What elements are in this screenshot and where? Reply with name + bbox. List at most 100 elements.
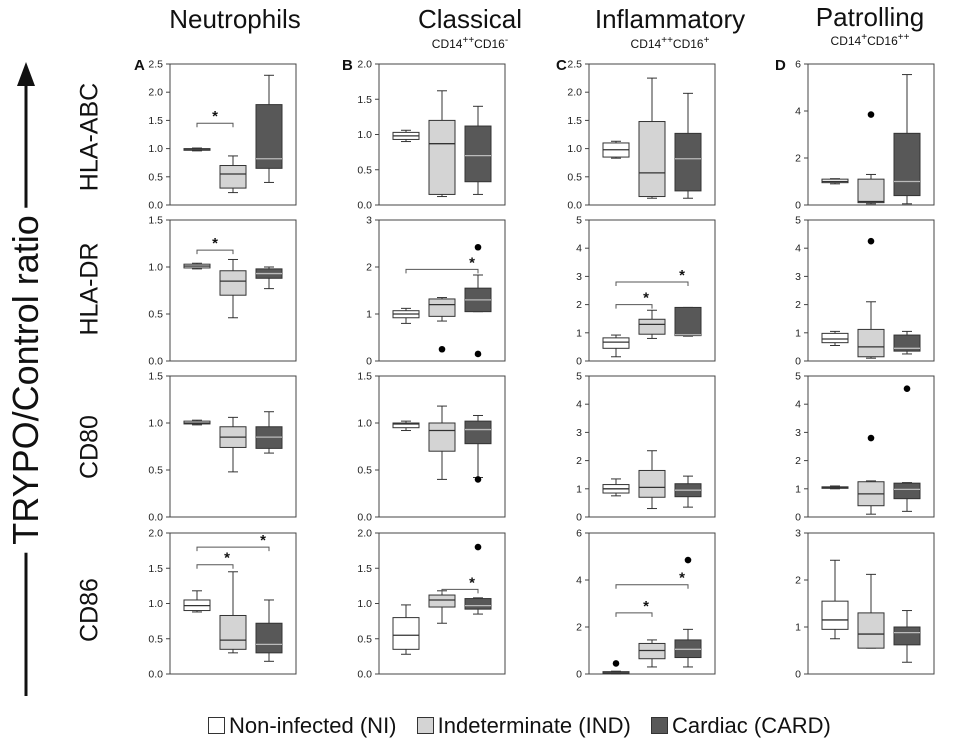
y-tick-label: 0.5: [357, 633, 372, 645]
y-tick-label: 0: [576, 356, 582, 368]
box-ind: [857, 612, 885, 649]
box-card: [255, 104, 283, 169]
box-ind: [219, 270, 247, 296]
y-tick-label: 3: [795, 528, 801, 540]
legend-item-ni: Non-infected (NI): [208, 713, 397, 739]
y-tick-label: 0.0: [148, 200, 163, 212]
box-ni: [392, 617, 420, 650]
y-tick-label: 2: [576, 299, 582, 311]
y-tick-label: 1.0: [357, 129, 372, 141]
significance-star: *: [643, 290, 649, 307]
box-card: [464, 420, 492, 445]
outlier-point: [903, 385, 911, 392]
significance-star: *: [679, 570, 685, 587]
significance-bracket: [196, 564, 234, 569]
y-tick-label: 2.0: [357, 59, 372, 71]
outlier-point: [867, 434, 875, 442]
outlier-point: [474, 350, 482, 358]
box-ni: [602, 337, 630, 349]
box-card: [674, 132, 702, 192]
y-tick-label: 6: [576, 528, 582, 540]
significance-bracket: [196, 122, 234, 128]
y-tick-label: 1.5: [567, 115, 582, 127]
box-ni: [392, 422, 420, 429]
y-tick-label: 0.0: [357, 669, 372, 681]
legend-swatch-ni: [208, 717, 225, 734]
y-tick-label: 1.5: [148, 563, 163, 575]
box-ind: [428, 298, 456, 317]
box-ind: [428, 119, 456, 195]
box-ind: [428, 422, 456, 452]
y-tick-label: 5: [576, 371, 582, 383]
box-card: [464, 598, 492, 610]
y-tick-label: 0.0: [148, 512, 163, 524]
y-tick-label: 3: [366, 215, 372, 227]
box-ni: [821, 332, 849, 344]
box-card: [674, 306, 702, 337]
y-tick-label: 1.0: [567, 143, 582, 155]
significance-bracket: [196, 249, 234, 255]
y-tick-label: 0.5: [148, 309, 163, 321]
significance-star: *: [212, 235, 218, 252]
y-tick-label: 3: [576, 271, 582, 283]
significance-star: *: [469, 254, 475, 271]
significance-bracket: [615, 304, 653, 309]
box-ind: [857, 328, 885, 358]
panel-letter-b: B: [342, 57, 353, 74]
y-tick-label: 2.5: [148, 59, 163, 71]
panel-letter-c: C: [556, 57, 567, 74]
y-tick-label: 1.0: [148, 598, 163, 610]
significance-star: *: [212, 108, 218, 125]
y-axis-label: TRYPO/Control ratio: [5, 60, 47, 700]
column-title-neutrophils: Neutrophils: [169, 4, 301, 34]
box-card: [893, 334, 921, 352]
outlier-point: [474, 243, 482, 251]
significance-star: *: [224, 550, 230, 567]
subtitle-marker: CD16: [474, 37, 505, 51]
y-tick-label: 4: [795, 243, 801, 255]
y-tick-label: 0: [576, 669, 582, 681]
box-card: [893, 626, 921, 646]
significance-bracket: [615, 281, 689, 287]
y-tick-label: 5: [576, 215, 582, 227]
y-tick-label: 0.0: [148, 356, 163, 368]
outlier-point: [867, 111, 875, 118]
y-tick-label: 2: [795, 575, 801, 587]
y-tick-label: 1.5: [148, 215, 163, 227]
y-tick-label: 1.5: [148, 115, 163, 127]
subtitle-marker: CD14: [630, 37, 662, 51]
y-tick-label: 0.5: [567, 171, 582, 183]
y-tick-label: 0: [366, 356, 372, 368]
column-subtitle-inflammatory: CD14++CD16+: [575, 35, 765, 51]
column-subtitle-patrolling: CD14+CD16++: [790, 33, 950, 48]
y-tick-label: 3: [576, 427, 582, 439]
y-tick-label: 0: [795, 356, 801, 368]
y-tick-label: 0: [795, 512, 801, 524]
y-tick-label: 2.5: [567, 59, 582, 71]
legend-swatch-ind: [416, 717, 434, 734]
y-tick-label: 1.0: [357, 598, 372, 610]
y-tick-label: 1: [795, 327, 801, 339]
subtitle-sup: -: [504, 35, 509, 46]
y-tick-label: 1.0: [148, 418, 163, 430]
y-tick-label: 0.0: [148, 669, 163, 681]
y-tick-label: 1: [795, 483, 801, 495]
significance-bracket: [405, 268, 479, 274]
box-ind: [428, 594, 456, 608]
legend-swatch-card: [650, 717, 668, 734]
y-tick-label: 5: [795, 215, 801, 227]
subtitle-marker: CD16: [672, 37, 704, 51]
panel-letter-a: A: [134, 57, 145, 74]
outlier-point: [684, 556, 692, 564]
y-tick-label: 1.0: [148, 262, 163, 274]
y-tick-label: 2: [576, 455, 582, 467]
box-card: [464, 125, 492, 183]
y-tick-label: 2: [366, 262, 372, 274]
legend-item-card: Cardiac (CARD): [650, 713, 831, 739]
significance-bracket: [615, 612, 653, 617]
y-tick-label: 0: [795, 669, 801, 681]
box-ind: [219, 614, 247, 650]
subtitle-sup: ++: [661, 35, 673, 46]
box-ind: [638, 121, 666, 198]
